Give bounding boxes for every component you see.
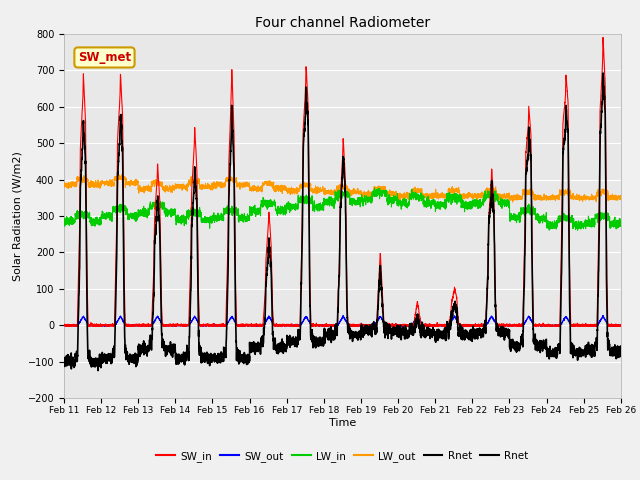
SW_out xyxy=(322,323,330,329)
LW_out xyxy=(617,195,625,201)
LW_out xyxy=(436,194,444,200)
SW_in xyxy=(616,322,624,327)
SW_in xyxy=(617,323,625,329)
SW_in xyxy=(60,322,68,328)
SW_out xyxy=(160,322,168,328)
SW_out xyxy=(60,323,68,328)
Line: SW_out: SW_out xyxy=(64,315,621,326)
Rnet xyxy=(436,331,444,337)
Line: LW_in: LW_in xyxy=(64,188,621,230)
LW_out xyxy=(467,194,475,200)
LW_out xyxy=(118,172,125,178)
LW_in xyxy=(616,223,624,228)
SW_in xyxy=(436,323,444,329)
Rnet xyxy=(616,347,624,353)
LW_in xyxy=(467,205,475,211)
SW_in xyxy=(322,322,330,328)
Legend: SW_in, SW_out, LW_in, LW_out, Rnet, Rnet: SW_in, SW_out, LW_in, LW_out, Rnet, Rnet xyxy=(152,447,532,466)
SW_out xyxy=(424,324,431,329)
SW_in xyxy=(599,35,607,40)
LW_out xyxy=(499,193,507,199)
LW_in xyxy=(160,200,168,205)
Y-axis label: Solar Radiation (W/m2): Solar Radiation (W/m2) xyxy=(12,151,22,281)
Rnet xyxy=(467,334,475,340)
Rnet xyxy=(60,357,68,362)
Rnet xyxy=(161,348,168,353)
Rnet xyxy=(322,333,330,339)
SW_in xyxy=(161,323,168,328)
Text: SW_met: SW_met xyxy=(78,51,131,64)
LW_in xyxy=(371,185,378,191)
LW_in xyxy=(499,197,507,203)
LW_in xyxy=(322,200,330,205)
LW_out xyxy=(161,184,168,190)
SW_in xyxy=(499,322,507,328)
SW_out xyxy=(617,323,625,328)
Line: LW_out: LW_out xyxy=(64,175,621,202)
LW_out xyxy=(60,180,68,186)
Rnet xyxy=(599,70,607,76)
Line: SW_in: SW_in xyxy=(64,37,621,326)
SW_out xyxy=(499,323,507,329)
LW_in xyxy=(574,228,582,233)
SW_out xyxy=(468,323,476,328)
LW_out xyxy=(616,196,624,202)
Rnet xyxy=(94,368,102,373)
Rnet xyxy=(499,326,507,332)
Rnet xyxy=(617,351,625,357)
X-axis label: Time: Time xyxy=(329,418,356,428)
LW_in xyxy=(60,215,68,221)
SW_in xyxy=(467,323,475,328)
LW_out xyxy=(322,187,330,193)
Line: Rnet: Rnet xyxy=(64,73,621,371)
SW_in xyxy=(62,324,70,329)
Title: Four channel Radiometer: Four channel Radiometer xyxy=(255,16,430,30)
LW_in xyxy=(617,223,625,229)
SW_out xyxy=(339,312,347,318)
SW_out xyxy=(436,323,444,328)
LW_in xyxy=(436,202,444,207)
SW_out xyxy=(616,323,624,329)
LW_out xyxy=(509,199,516,205)
